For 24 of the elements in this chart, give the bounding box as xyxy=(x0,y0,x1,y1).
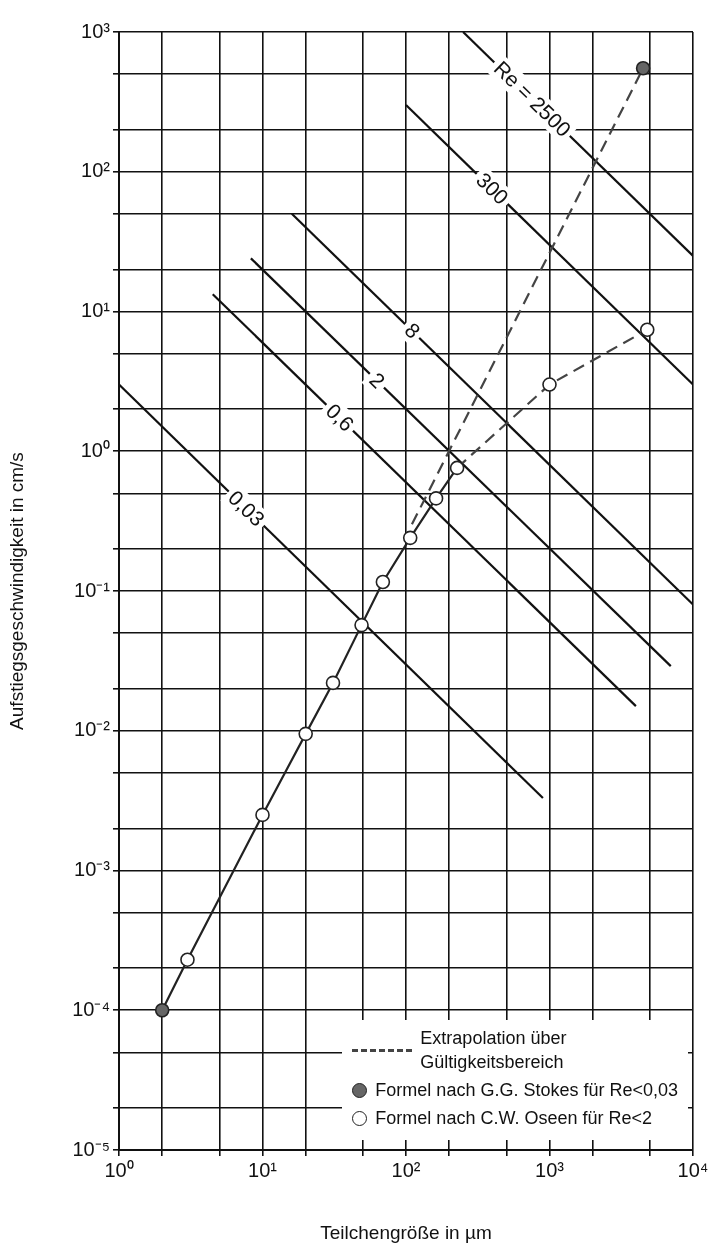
legend-label: Formel nach G.G. Stokes für Re<0,03 xyxy=(375,1079,678,1102)
y-tick-label: 10⁻¹ xyxy=(74,578,111,601)
y-tick-label: 10⁰ xyxy=(80,438,110,461)
text: 8 xyxy=(400,318,425,343)
x-tick-label: 10³ xyxy=(535,1158,565,1181)
text: 0,6 xyxy=(321,398,359,436)
x-tick-label: 10¹ xyxy=(248,1158,278,1181)
y-tick-label: 10³ xyxy=(81,19,111,42)
y-tick-label: 10⁻³ xyxy=(74,858,111,881)
y-tick-label: 10² xyxy=(81,159,111,182)
y-tick-label: 10⁻⁴ xyxy=(72,997,110,1020)
x-tick-label: 10² xyxy=(391,1158,421,1181)
y-tick-label: 10⁻² xyxy=(74,718,111,741)
x-tick-label: 10⁰ xyxy=(104,1158,134,1181)
text: 300 xyxy=(472,167,514,209)
text: 0,03 xyxy=(224,485,270,531)
y-axis-title: Aufstiegsgeschwindigkeit in cm/s xyxy=(5,452,27,730)
x-tick-label: 10⁴ xyxy=(677,1158,709,1181)
y-tick-label: 10¹ xyxy=(81,299,111,322)
text: 2 xyxy=(365,367,390,393)
x-axis-title: Teilchengröße in µm xyxy=(320,1221,492,1243)
y-tick-label: 10⁻⁵ xyxy=(72,1137,110,1160)
legend-label: Formel nach C.W. Oseen für Re<2 xyxy=(375,1107,652,1130)
legend-label: Extrapolation über Gültigkeitsbereich xyxy=(420,1027,568,1074)
